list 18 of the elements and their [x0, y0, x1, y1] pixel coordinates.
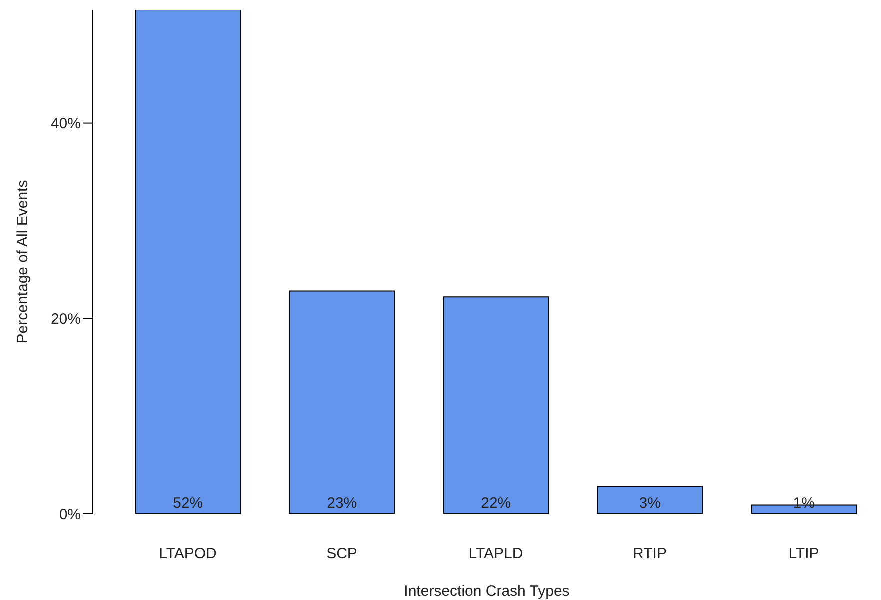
x-tick-label: LTAPLD	[468, 546, 524, 563]
x-axis-title: Intersection Crash Types	[404, 583, 570, 600]
x-tick-label: LTIP	[788, 546, 820, 563]
data-label: 23%	[327, 495, 358, 512]
x-tick-label: LTAPOD	[159, 546, 218, 563]
data-label: 52%	[173, 495, 204, 512]
y-tick-label: 40%	[50, 116, 81, 133]
y-tick-label: 0%	[59, 506, 81, 524]
bar	[289, 290, 396, 514]
x-tick-label: SCP	[326, 546, 358, 563]
bar	[443, 296, 550, 514]
x-tick-label: RTIP	[633, 546, 667, 563]
bar	[135, 10, 242, 514]
y-tick-label: 20%	[50, 310, 81, 328]
y-axis-title: Percentage of All Events	[14, 180, 32, 344]
data-label: 22%	[481, 495, 512, 512]
bar	[597, 486, 704, 514]
data-label: 3%	[639, 495, 661, 512]
